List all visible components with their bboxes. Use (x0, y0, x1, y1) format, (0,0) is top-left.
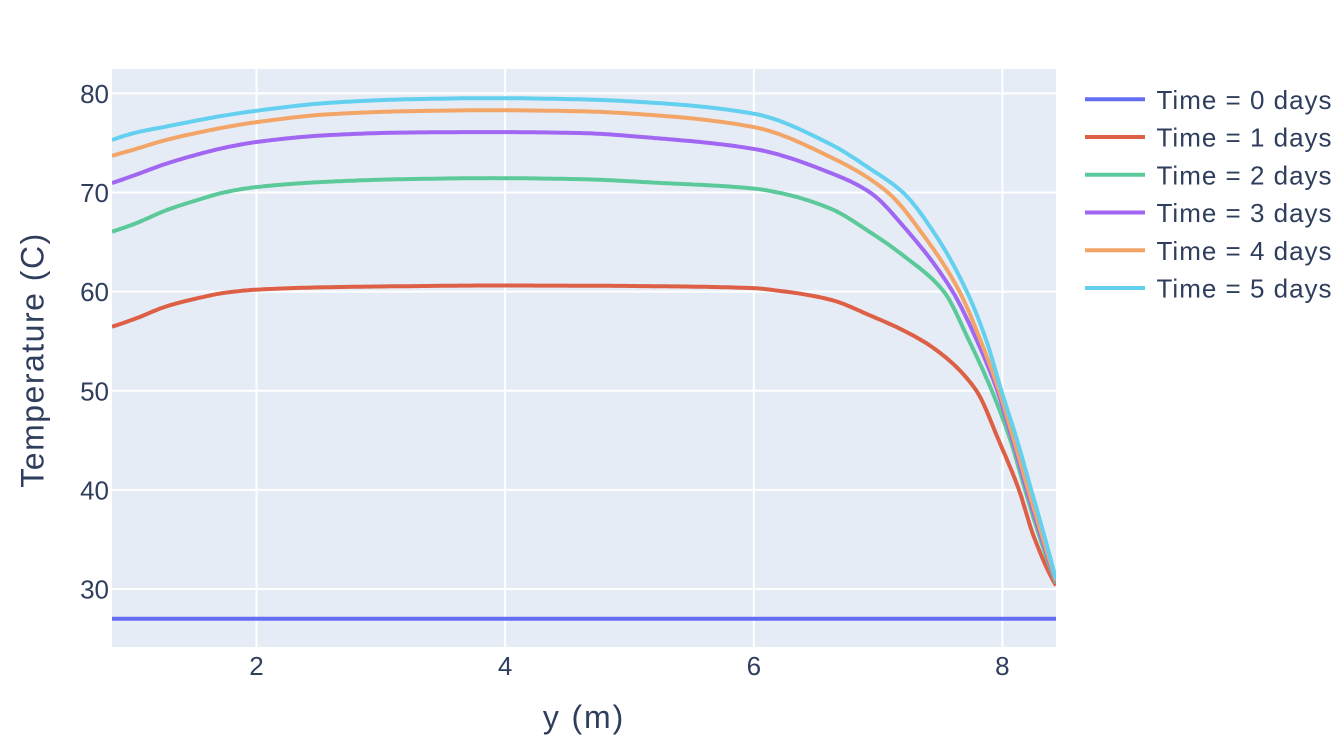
svg-text:4: 4 (498, 651, 512, 681)
svg-text:Time = 4 days: Time = 4 days (1157, 236, 1333, 266)
svg-text:50: 50 (80, 376, 109, 406)
svg-text:6: 6 (747, 651, 761, 681)
svg-text:2: 2 (249, 651, 263, 681)
svg-text:Time = 5 days: Time = 5 days (1157, 274, 1333, 304)
svg-text:Time = 2 days: Time = 2 days (1157, 160, 1333, 190)
svg-text:Time = 0 days: Time = 0 days (1157, 85, 1333, 115)
svg-text:40: 40 (80, 475, 109, 505)
svg-text:70: 70 (80, 178, 109, 208)
svg-text:8: 8 (995, 651, 1009, 681)
svg-text:Temperature (C): Temperature (C) (15, 232, 51, 487)
svg-text:30: 30 (80, 575, 109, 605)
svg-text:80: 80 (80, 79, 109, 109)
svg-text:Time = 3 days: Time = 3 days (1157, 198, 1333, 228)
svg-text:60: 60 (80, 277, 109, 307)
svg-text:y (m): y (m) (543, 699, 625, 735)
svg-text:Time = 1 days: Time = 1 days (1157, 123, 1333, 153)
